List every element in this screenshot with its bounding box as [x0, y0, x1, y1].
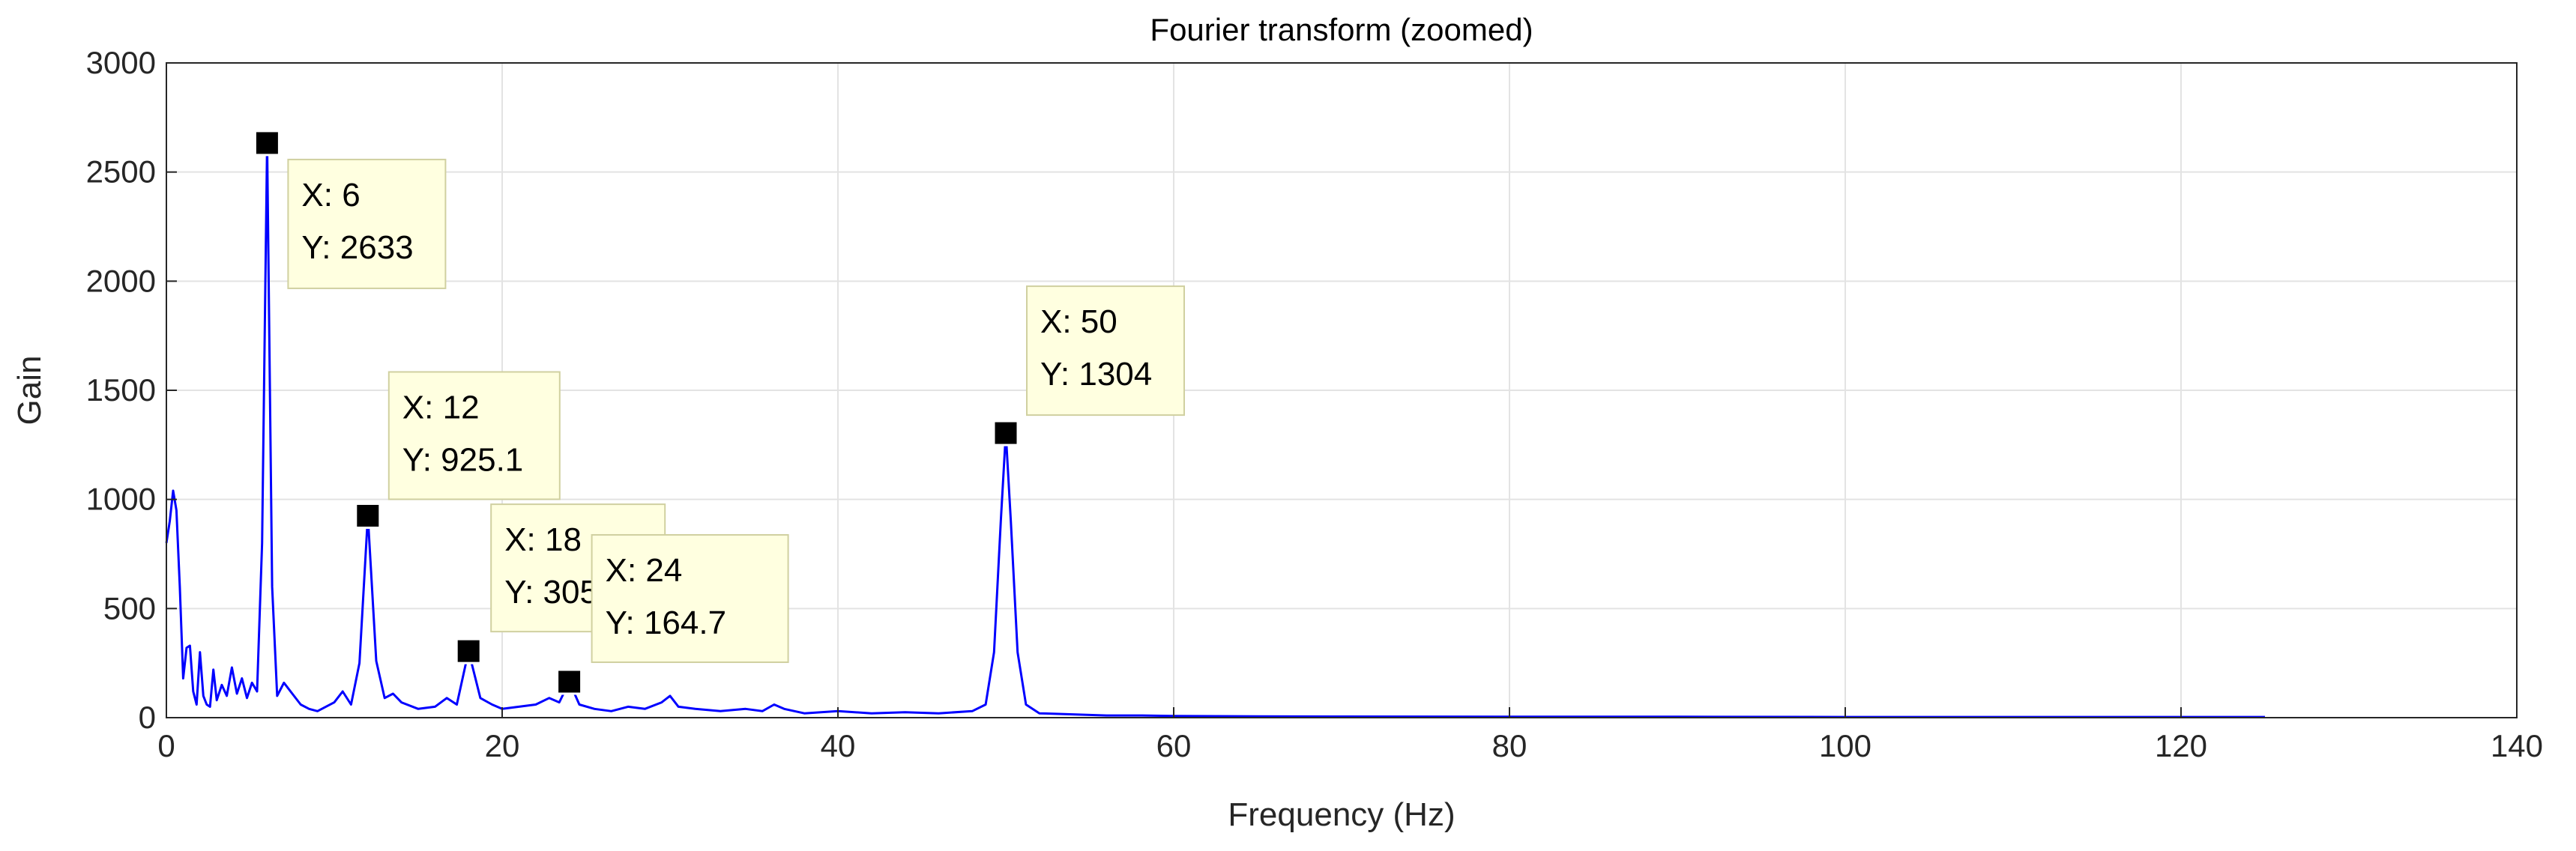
series-group — [165, 142, 2265, 718]
datatip-x-text: X: 24 — [606, 552, 683, 589]
datatip-marker[interactable] — [556, 668, 583, 695]
datatip-y-text: Y: 2633 — [301, 229, 413, 266]
y-tick-label: 500 — [103, 590, 156, 626]
datatip-marker[interactable] — [455, 638, 482, 664]
x-tick-label: 120 — [2155, 728, 2207, 763]
datatip-markers — [253, 130, 1019, 695]
datatip-box — [287, 158, 447, 289]
datatip-marker[interactable] — [253, 130, 280, 157]
x-tick-label: 100 — [1819, 728, 1871, 763]
datatip-x-text: X: 50 — [1040, 303, 1117, 340]
y-tick-label: 2000 — [86, 263, 156, 298]
x-axis-title: Frequency (Hz) — [1228, 796, 1455, 833]
chart-title: Fourier transform (zoomed) — [1150, 12, 1533, 47]
datatip-y-text: Y: 305 — [504, 574, 598, 611]
datatip-box — [591, 534, 789, 664]
y-axis-title: Gain — [11, 356, 48, 426]
datatip-x-text: X: 12 — [402, 389, 480, 426]
x-tick-label: 20 — [485, 728, 520, 763]
datatip-marker[interactable] — [992, 420, 1019, 446]
y-tick-label: 0 — [139, 700, 156, 735]
datatip[interactable]: X: 6 Y: 2633 — [287, 158, 447, 289]
y-tick-label: 1000 — [86, 482, 156, 517]
ticks: 0 20 40 60 80 100 120 140 0 500 1000 1500 2000 2500 30… — [86, 45, 2543, 763]
datatip-x-text: X: 6 — [301, 177, 360, 213]
datatip-y-text: Y: 1304 — [1040, 356, 1152, 393]
x-tick-label: 40 — [821, 728, 856, 763]
datatip-y-text: Y: 164.7 — [606, 605, 726, 641]
datatip-y-text: Y: 925.1 — [402, 441, 523, 478]
x-tick-label: 0 — [157, 728, 175, 763]
datatip-marker[interactable] — [355, 502, 381, 529]
series-line — [165, 142, 2265, 718]
y-tick-label: 1500 — [86, 372, 156, 408]
datatip[interactable]: X: 50 Y: 1304 — [1026, 285, 1185, 417]
y-tick-label: 2500 — [86, 154, 156, 190]
datatip-box — [387, 371, 561, 500]
x-tick-label: 60 — [1156, 728, 1192, 763]
datatip-x-text: X: 18 — [504, 521, 582, 558]
x-tick-label: 80 — [1492, 728, 1527, 763]
datatip[interactable]: X: 12 Y: 925.1 — [387, 371, 561, 500]
datatip-box — [1026, 285, 1185, 417]
datatip[interactable]: X: 24 Y: 164.7 — [591, 534, 789, 664]
y-tick-label: 3000 — [86, 45, 156, 80]
x-tick-label: 140 — [2491, 728, 2543, 763]
